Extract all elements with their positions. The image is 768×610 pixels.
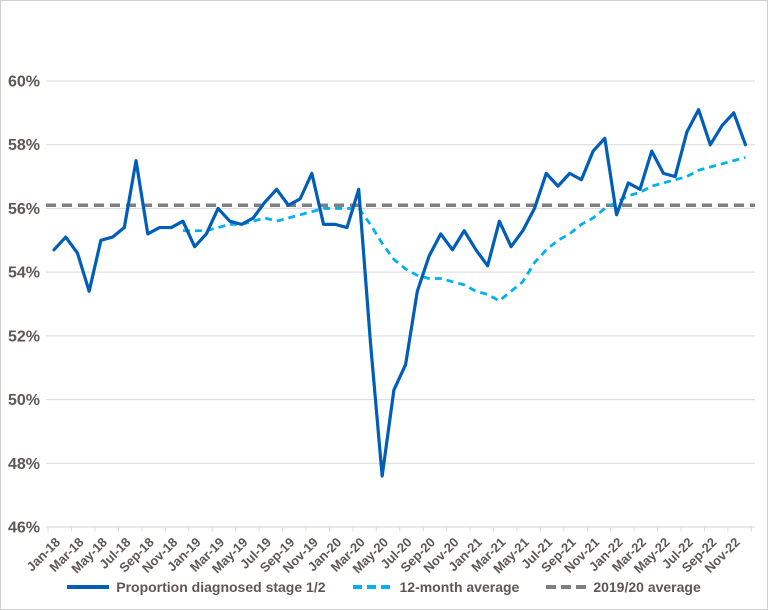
x-axis [46, 526, 755, 532]
legend-label-12-month-average: 12-month average [399, 579, 520, 595]
y-tick-label: 52% [8, 328, 40, 345]
dashed-line-swatch-gray [546, 585, 587, 589]
y-axis-labels: 46% 48% 50% 52% 54% 56% 58% 60% [8, 74, 40, 537]
y-tick-label: 56% [8, 201, 40, 218]
series-proportion-stage-1-2-line [52, 108, 748, 478]
y-tick-label: 60% [8, 74, 40, 91]
legend-item-2019-20-average: 2019/20 average [546, 579, 701, 595]
dashed-line-swatch-cyan [352, 585, 393, 589]
y-tick-label: 46% [8, 520, 40, 537]
y-tick-label: 48% [8, 456, 40, 473]
chart-legend: Proportion diagnosed stage 1/2 12-month … [0, 580, 768, 594]
legend-item-proportion-stage-1-2: Proportion diagnosed stage 1/2 [67, 579, 326, 595]
y-tick-label: 58% [8, 137, 40, 154]
legend-item-12-month-average: 12-month average [352, 579, 520, 595]
y-tick-label: 50% [8, 392, 40, 409]
y-gridlines [46, 80, 755, 528]
y-tick-label: 54% [8, 265, 40, 282]
legend-label-2019-20-average: 2019/20 average [593, 579, 701, 595]
x-axis-labels: Jan-18Mar-18May-18Jul-18Sep-18Nov-18Jan-… [23, 535, 743, 577]
solid-line-swatch [67, 585, 110, 589]
legend-label-proportion: Proportion diagnosed stage 1/2 [116, 579, 326, 595]
series-12-month-average-line [182, 156, 746, 303]
